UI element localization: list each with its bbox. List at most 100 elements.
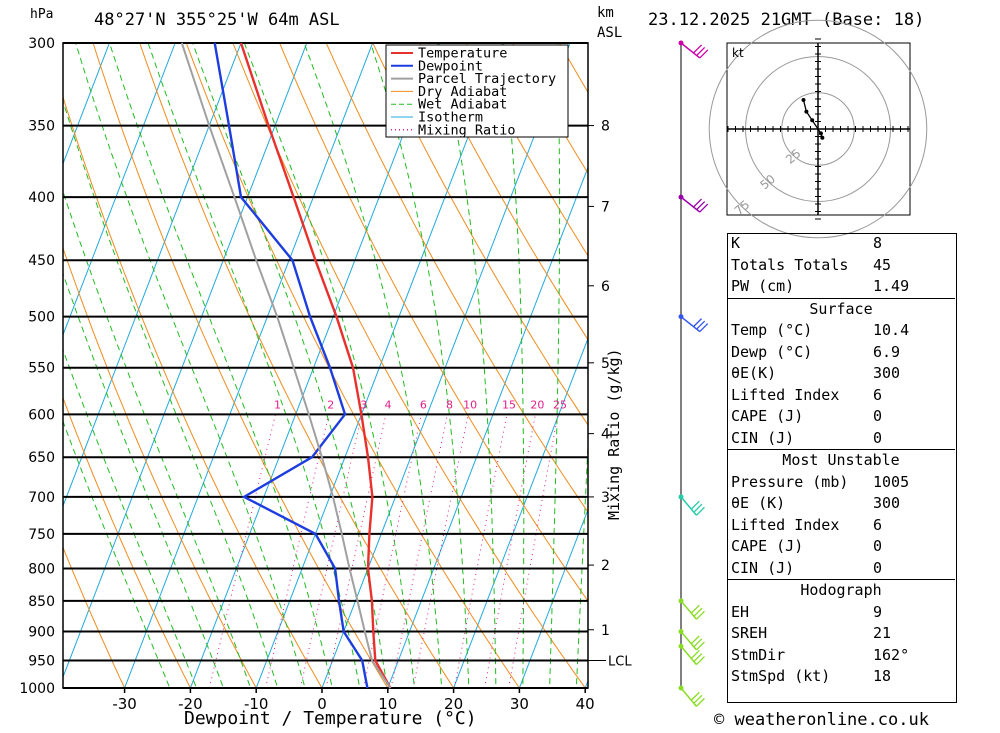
wind-barb-feather — [696, 201, 706, 211]
index-label: Lifted Index — [731, 515, 840, 534]
pressure-tick-label: 850 — [28, 594, 55, 610]
km-tick-label: 7 — [601, 199, 610, 215]
wind-barb-feather — [690, 691, 700, 701]
index-value: 10.4 — [873, 321, 910, 339]
wet-adiabat-line — [75, 43, 306, 688]
index-value: 8 — [873, 234, 883, 252]
lcl-label: LCL — [608, 655, 632, 670]
pressure-tick-label: 800 — [28, 561, 55, 577]
legend-label: Parcel Trajectory — [418, 71, 556, 87]
index-label: CIN (J) — [731, 558, 795, 577]
pressure-tick-label: 750 — [28, 527, 55, 543]
mixing-ratio-value: 4 — [385, 398, 392, 411]
index-row: θE (K) 300 — [727, 493, 955, 515]
wind-barb-feather — [696, 46, 706, 56]
dry-adiabat-line — [63, 246, 257, 688]
index-label: StmDir — [731, 645, 786, 664]
wet-adiabat-line — [192, 43, 388, 688]
index-label: Pressure (mb) — [731, 472, 849, 491]
mixing-ratio-line — [508, 414, 559, 688]
mixing-ratio-value: 25 — [553, 398, 567, 411]
hodograph-point — [820, 135, 825, 140]
pressure-tick-label: 950 — [28, 654, 55, 670]
index-value: 0 — [873, 407, 883, 425]
mixing-ratio-value: 3 — [360, 398, 367, 411]
index-row: EH 9 — [727, 602, 955, 624]
hodograph-unit: kt — [732, 46, 744, 60]
legend-label: Wet Adiabat — [418, 97, 507, 113]
isotherm-line — [63, 43, 308, 679]
wet-adiabat-line — [63, 348, 198, 688]
x-tick-label: -30 — [112, 695, 137, 713]
wind-barb-feather — [693, 694, 703, 704]
pressure-tick-label: 1000 — [19, 681, 55, 697]
index-value: 6 — [873, 385, 883, 404]
wet-adiabat-line — [303, 43, 443, 688]
mixing-ratio-value: 15 — [502, 398, 516, 411]
index-row: CAPE (J) 0 — [727, 536, 955, 558]
index-value: 0 — [873, 558, 883, 577]
index-label: EH — [731, 602, 750, 621]
index-row: StmSpd (kt) 18 — [727, 666, 955, 688]
index-value: 0 — [873, 428, 883, 447]
index-row: Lifted Index 6 — [727, 515, 955, 537]
km-tick-label: 3 — [601, 490, 610, 506]
index-row: Dewp (°C) 6.9 — [727, 342, 955, 364]
wind-barb-feather — [696, 506, 705, 516]
index-value: 162° — [873, 645, 910, 664]
wet-adiabat-line — [108, 43, 333, 688]
wind-barb-feather — [690, 635, 700, 645]
index-row: CIN (J) 0 — [727, 428, 955, 450]
wind-barb-feather — [696, 697, 705, 707]
dry-adiabat-line — [418, 43, 588, 341]
datetime-title: 23.12.2025 21GMT (Base: 18) — [648, 10, 925, 30]
index-value: 21 — [873, 624, 892, 642]
x-tick-label: 40 — [576, 695, 595, 713]
wind-barb-feather — [696, 641, 705, 651]
hodograph-point — [801, 98, 806, 102]
wind-barb-feather — [699, 203, 709, 213]
wet-adiabat-line — [63, 99, 279, 688]
index-label: Temp (°C) — [731, 321, 813, 339]
index-value: 6.9 — [873, 342, 901, 361]
section-title: Surface — [727, 297, 955, 320]
wet-adiabat-line — [63, 420, 171, 688]
wind-barb-feather — [696, 320, 706, 330]
dry-adiabat-line — [325, 43, 588, 514]
index-row: Temp (°C) 10.4 — [727, 320, 955, 342]
dry-adiabat-line — [63, 546, 126, 688]
wind-barb-feather — [690, 650, 700, 659]
dry-adiabat-line — [279, 43, 588, 602]
legend-label: Mixing Ratio — [418, 122, 516, 138]
isotherm-line — [63, 43, 176, 337]
index-label: PW (cm) — [731, 277, 795, 295]
km-tick-label: 6 — [601, 279, 610, 295]
x-tick-label: 0 — [317, 695, 327, 713]
index-label: StmSpd (kt) — [731, 667, 831, 685]
index-row: θE(K) 300 — [727, 363, 955, 385]
pressure-tick-label: 350 — [28, 119, 55, 135]
pressure-tick-label: 600 — [28, 407, 55, 423]
legend-label: Dry Adiabat — [418, 84, 507, 100]
mixing-ratio-value: 2 — [327, 398, 334, 411]
index-value: 1005 — [873, 472, 910, 491]
index-label: θE (K) — [731, 494, 786, 512]
wind-barb-feather — [699, 49, 709, 59]
isotherm-line — [518, 508, 588, 688]
isotherm-line — [63, 43, 110, 166]
legend-label: Isotherm — [418, 110, 483, 126]
hodograph-ring — [708, 19, 928, 239]
section-title: Most Unstable — [727, 449, 955, 472]
x-axis-title: Dewpoint / Temperature (°C) — [184, 708, 477, 729]
location-title: 48°27'N 355°25'W 64m ASL — [94, 10, 340, 30]
x-tick-label: 10 — [378, 695, 397, 713]
wind-barb-staff — [680, 196, 701, 213]
km-tick-label: 4 — [601, 427, 610, 443]
km-tick-label: 8 — [601, 119, 610, 135]
pressure-tick-label: 550 — [28, 361, 55, 377]
index-value: 9 — [873, 602, 883, 621]
hpa-unit-label: hPa — [30, 7, 54, 22]
km-tick-label: 1 — [601, 623, 610, 639]
